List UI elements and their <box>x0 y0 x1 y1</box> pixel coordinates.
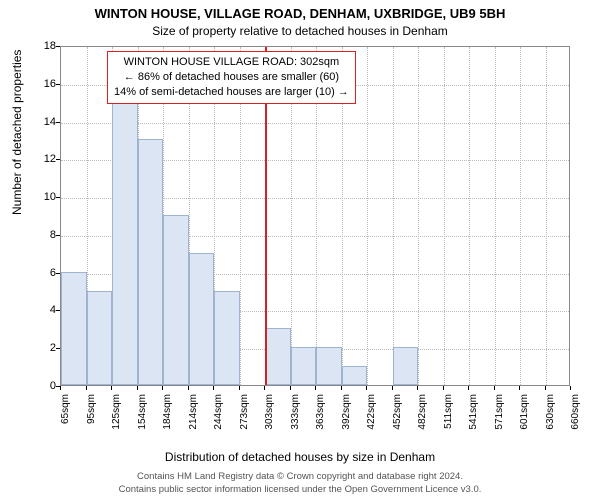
ytick-label: 18 <box>26 40 56 52</box>
xtick-mark <box>545 386 546 390</box>
xtick-mark <box>111 386 112 390</box>
ytick-mark <box>56 84 60 85</box>
xtick-mark <box>443 386 444 390</box>
histogram-bar <box>342 366 368 385</box>
xtick-mark <box>366 386 367 390</box>
ytick-mark <box>56 197 60 198</box>
xtick-mark <box>468 386 469 390</box>
ytick-mark <box>56 273 60 274</box>
xtick-mark <box>417 386 418 390</box>
xtick-label: 303sqm <box>264 394 275 454</box>
xtick-label: 541sqm <box>468 394 479 454</box>
xtick-mark <box>188 386 189 390</box>
xtick-label: 125sqm <box>111 394 122 454</box>
ytick-label: 12 <box>26 153 56 165</box>
histogram-bar <box>265 328 291 385</box>
xtick-mark <box>86 386 87 390</box>
xtick-mark <box>239 386 240 390</box>
xtick-label: 660sqm <box>570 394 581 454</box>
xtick-label: 482sqm <box>417 394 428 454</box>
histogram-bar <box>138 139 164 385</box>
xtick-label: 630sqm <box>545 394 556 454</box>
ytick-mark <box>56 46 60 47</box>
histogram-bar <box>87 291 113 385</box>
ytick-mark <box>56 159 60 160</box>
histogram-bar <box>163 215 189 385</box>
xtick-mark <box>494 386 495 390</box>
gridline-v <box>546 47 547 385</box>
xtick-mark <box>315 386 316 390</box>
ytick-label: 0 <box>26 380 56 392</box>
chart-title: WINTON HOUSE, VILLAGE ROAD, DENHAM, UXBR… <box>0 6 600 21</box>
ytick-mark <box>56 310 60 311</box>
histogram-bar <box>61 272 87 385</box>
xtick-mark <box>290 386 291 390</box>
xtick-label: 392sqm <box>341 394 352 454</box>
gridline-v <box>418 47 419 385</box>
ytick-label: 4 <box>26 304 56 316</box>
xtick-label: 244sqm <box>213 394 224 454</box>
xtick-label: 452sqm <box>392 394 403 454</box>
annotation-box: WINTON HOUSE VILLAGE ROAD: 302sqm ← 86% … <box>107 51 356 104</box>
xtick-mark <box>213 386 214 390</box>
ytick-label: 2 <box>26 342 56 354</box>
histogram-bar <box>393 347 419 385</box>
xtick-mark <box>519 386 520 390</box>
histogram-bar <box>214 291 240 385</box>
ytick-mark <box>56 235 60 236</box>
gridline-v <box>393 47 394 385</box>
xtick-mark <box>162 386 163 390</box>
xtick-mark <box>392 386 393 390</box>
xtick-label: 214sqm <box>188 394 199 454</box>
xtick-mark <box>264 386 265 390</box>
xtick-label: 273sqm <box>239 394 250 454</box>
histogram-bar <box>316 347 342 385</box>
xtick-label: 154sqm <box>137 394 148 454</box>
xtick-mark <box>570 386 571 390</box>
histogram-bar <box>112 102 138 385</box>
histogram-bar <box>291 347 317 385</box>
ytick-mark <box>56 122 60 123</box>
histogram-bar <box>189 253 215 385</box>
gridline-v <box>367 47 368 385</box>
xtick-label: 333sqm <box>290 394 301 454</box>
ytick-label: 6 <box>26 267 56 279</box>
ytick-label: 8 <box>26 229 56 241</box>
xtick-label: 184sqm <box>162 394 173 454</box>
ytick-label: 10 <box>26 191 56 203</box>
gridline-v <box>495 47 496 385</box>
xtick-label: 511sqm <box>443 394 454 454</box>
ytick-label: 16 <box>26 78 56 90</box>
footer: Contains HM Land Registry data © Crown c… <box>0 471 600 496</box>
footer-line2: Contains public sector information licen… <box>0 484 600 496</box>
plot-area: WINTON HOUSE VILLAGE ROAD: 302sqm ← 86% … <box>60 46 570 386</box>
gridline-v <box>444 47 445 385</box>
xtick-label: 601sqm <box>519 394 530 454</box>
xtick-mark <box>60 386 61 390</box>
ytick-mark <box>56 348 60 349</box>
xtick-label: 571sqm <box>494 394 505 454</box>
gridline-v <box>469 47 470 385</box>
xtick-label: 422sqm <box>366 394 377 454</box>
y-axis-label: Number of detached properties <box>10 50 24 215</box>
gridline-v <box>520 47 521 385</box>
chart-subtitle: Size of property relative to detached ho… <box>0 24 600 38</box>
xtick-label: 363sqm <box>315 394 326 454</box>
xtick-mark <box>341 386 342 390</box>
annotation-line3: 14% of semi-detached houses are larger (… <box>114 85 349 100</box>
annotation-line2: ← 86% of detached houses are smaller (60… <box>114 70 349 85</box>
xtick-label: 65sqm <box>60 394 71 454</box>
xtick-mark <box>137 386 138 390</box>
ytick-label: 14 <box>26 116 56 128</box>
xtick-label: 95sqm <box>86 394 97 454</box>
annotation-line1: WINTON HOUSE VILLAGE ROAD: 302sqm <box>114 55 349 70</box>
footer-line1: Contains HM Land Registry data © Crown c… <box>0 471 600 483</box>
